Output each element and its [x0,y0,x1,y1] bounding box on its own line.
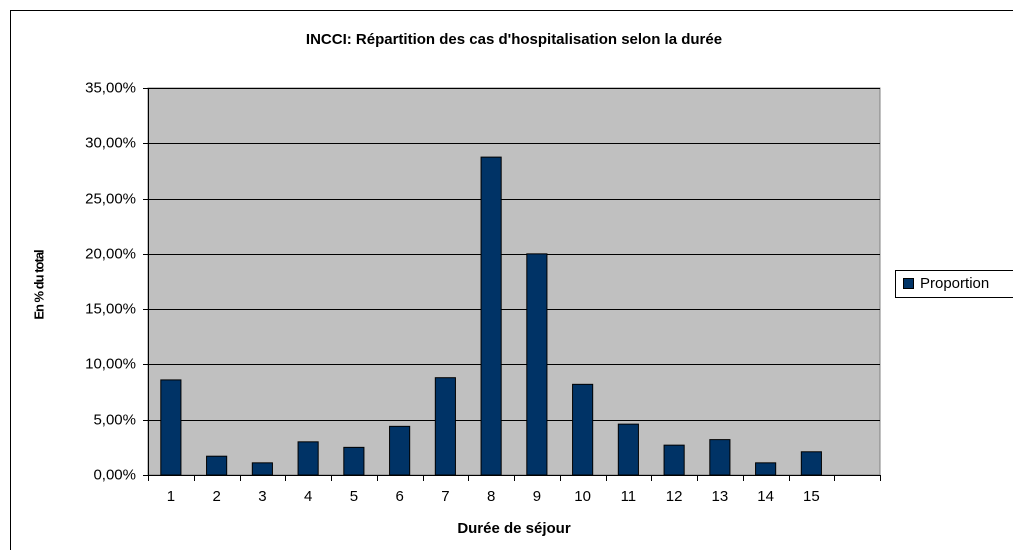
bar [709,439,731,476]
bar [160,379,182,476]
y-tick-label: 0,00% [93,466,136,483]
bar [206,455,228,476]
x-tick-label: 11 [621,488,637,505]
x-tick-label: 7 [441,488,449,505]
x-tick-label: 8 [487,488,495,505]
legend [895,270,1013,298]
x-tick-label: 9 [533,488,541,505]
y-tick-label: 25,00% [85,190,136,207]
y-tick-label: 15,00% [85,300,136,317]
x-tick-label: 12 [666,488,683,505]
bar [572,383,594,476]
bar [343,446,365,476]
bar [297,441,319,476]
bar [617,423,639,476]
legend-swatch [903,278,914,289]
x-tick-label: 1 [167,488,175,505]
x-tick-label: 10 [574,488,591,505]
bar [251,462,273,476]
bar [800,451,822,476]
y-tick-label: 10,00% [85,355,136,372]
bar [663,444,685,476]
y-tick-label: 30,00% [85,134,136,151]
bar [389,425,411,476]
y-tick-label: 5,00% [93,411,136,428]
plot-area [147,87,881,476]
bar [434,377,456,476]
x-tick-label: 6 [395,488,403,505]
y-tick-label: 35,00% [85,79,136,96]
x-tick-label: 15 [803,488,820,505]
bar [755,462,777,476]
x-tick-label: 14 [757,488,774,505]
bar [526,253,548,476]
y-tick-label: 20,00% [85,245,136,262]
chart-title: INCCI: Répartition des cas d'hospitalisa… [306,31,722,48]
x-tick-label: 5 [350,488,358,505]
x-axis-label: Durée de séjour [457,520,571,537]
x-tick-label: 3 [258,488,266,505]
bar [480,156,502,476]
legend-label: Proportion [920,275,989,292]
x-tick-label: 2 [212,488,220,505]
y-axis-label: En % du total [31,250,46,320]
x-tick-label: 13 [712,488,729,505]
x-tick-label: 4 [304,488,312,505]
